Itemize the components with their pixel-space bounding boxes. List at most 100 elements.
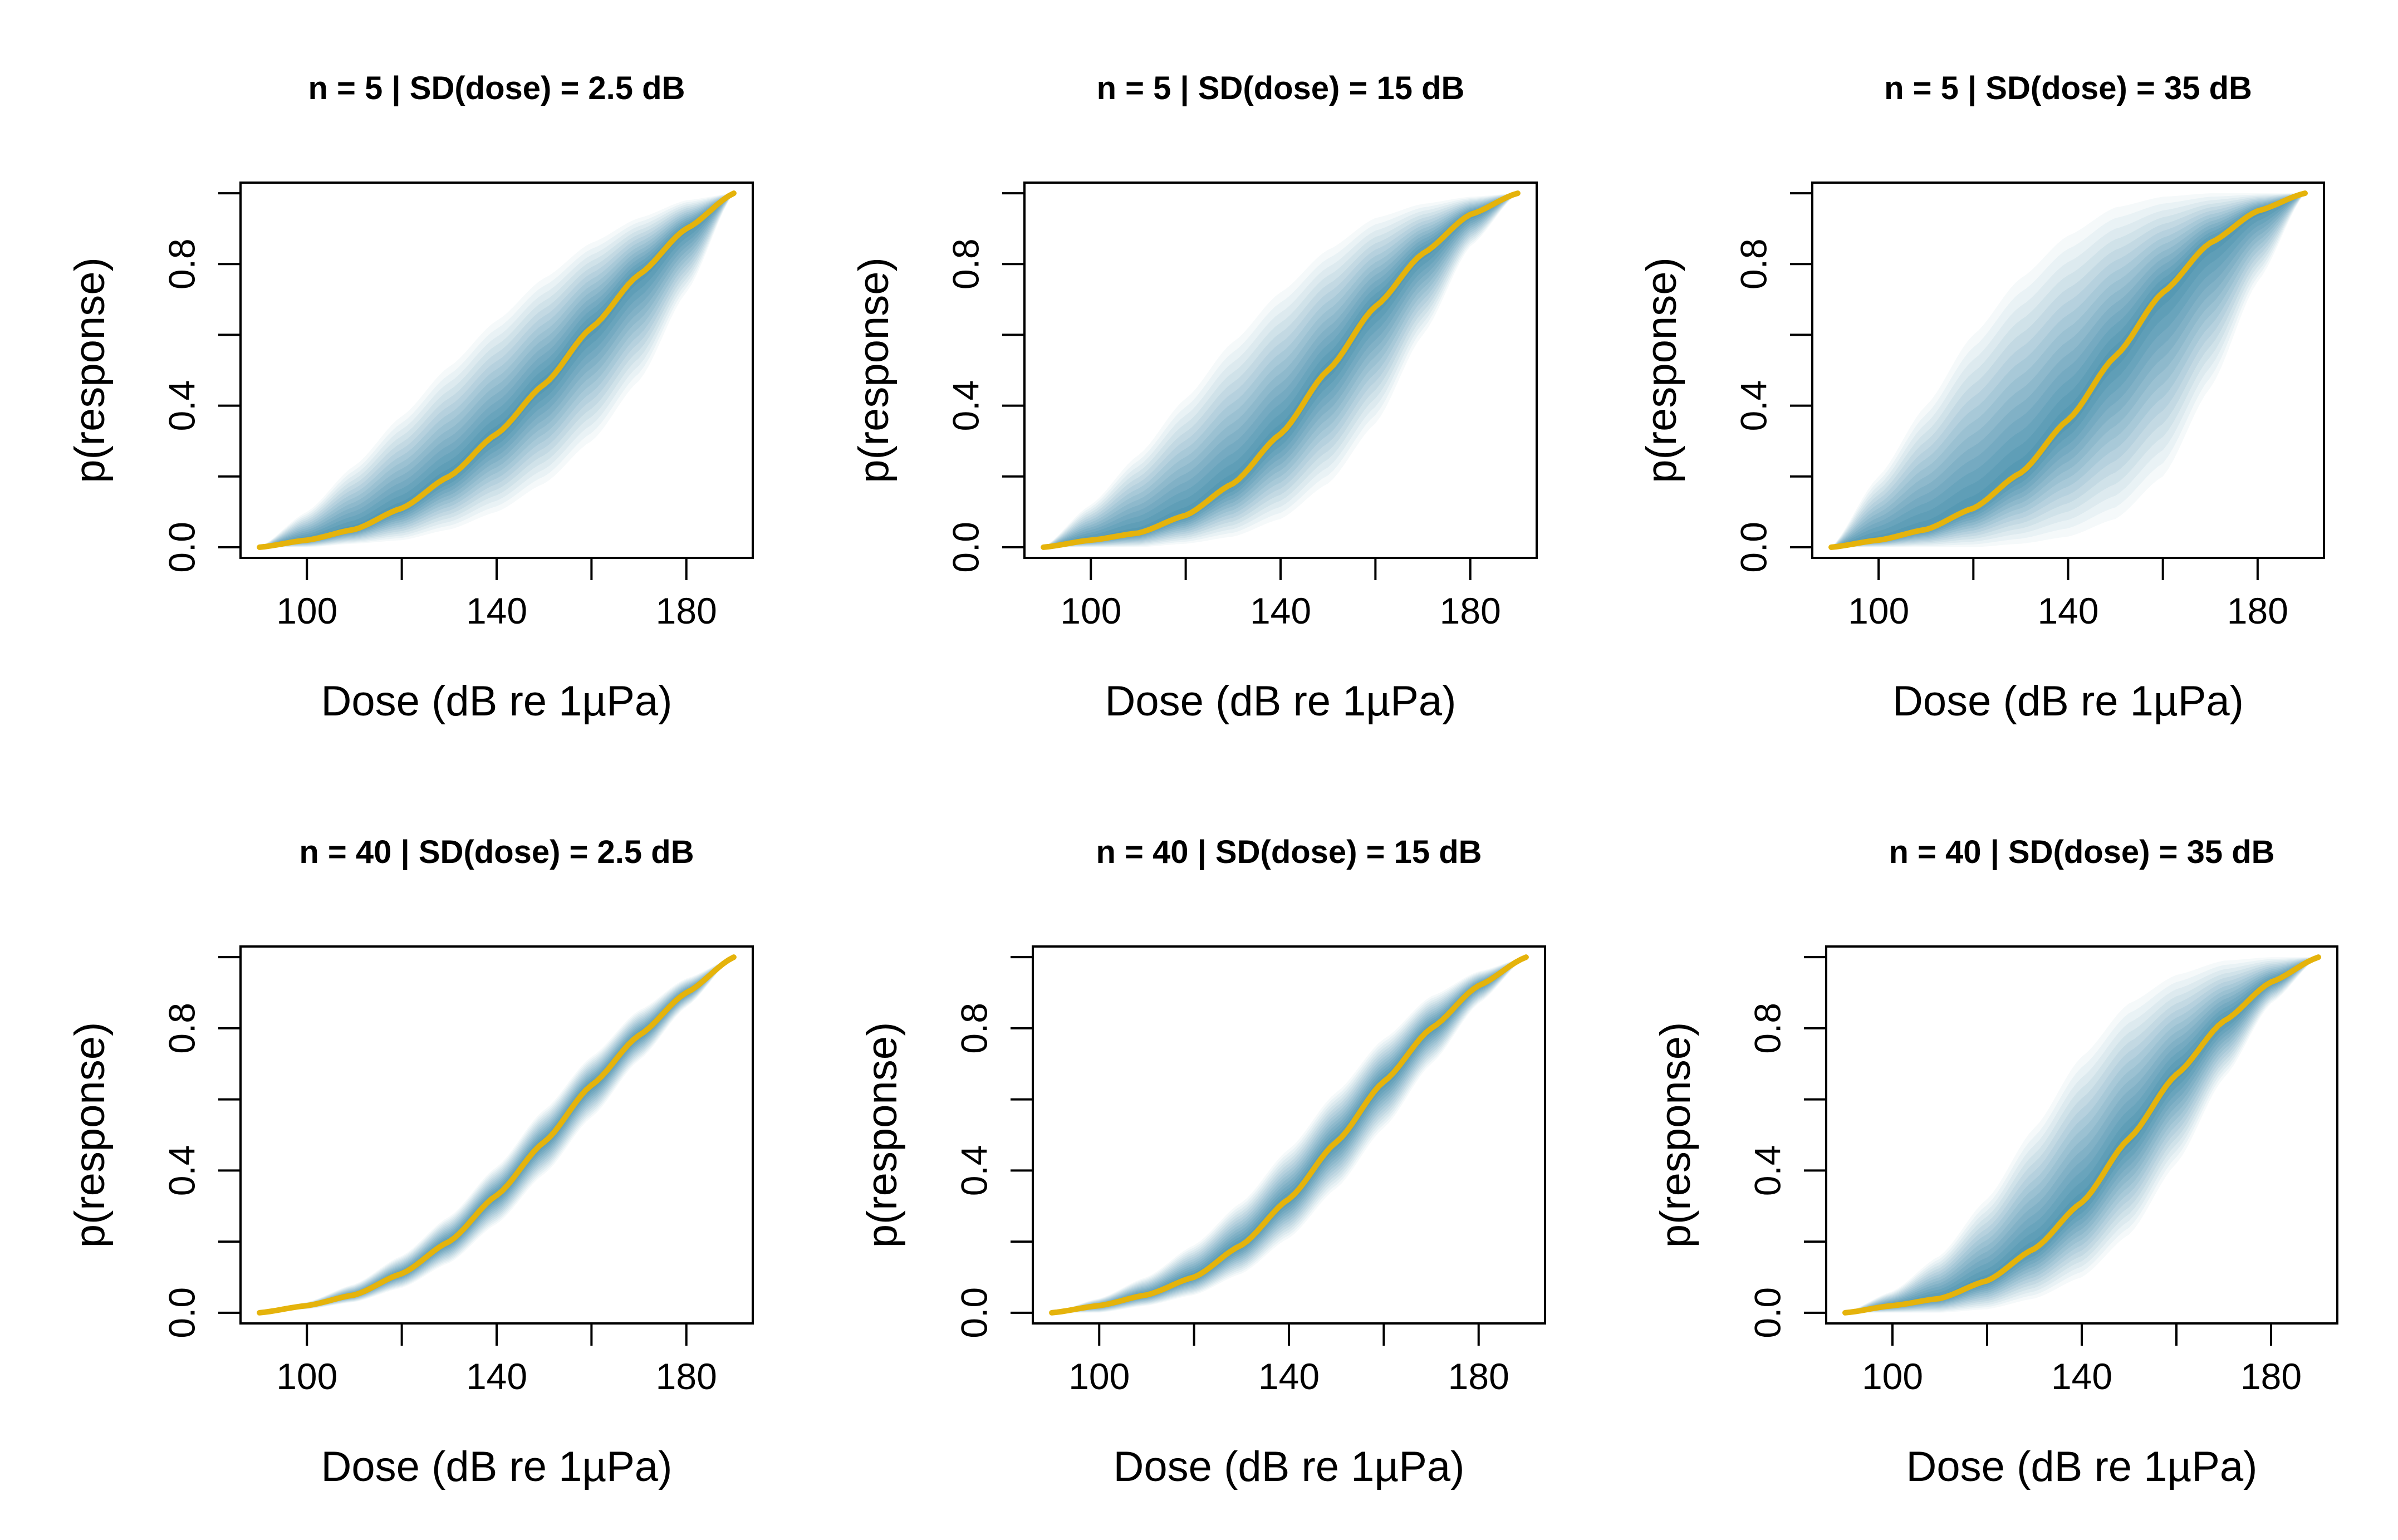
y-tick-label: 0.4 [1747, 1145, 1788, 1196]
band-layer [259, 957, 734, 1313]
y-tick-label: 0.0 [1733, 522, 1774, 573]
x-axis: 100 140 180 [1068, 1323, 1509, 1397]
x-tick-label: 180 [656, 1356, 717, 1397]
band-layer [259, 193, 734, 547]
x-tick-label: 100 [1862, 1356, 1923, 1397]
panel-title: n = 5 | SD(dose) = 35 dB [1884, 70, 2252, 106]
x-tick-label: 180 [2240, 1356, 2302, 1397]
band-layer [1052, 957, 1526, 1313]
panel-5: 100 140 180 0.0 0.4 0.8 n = 40 | SD(dose) = 15… [859, 834, 1546, 1490]
y-tick-label: 0.4 [945, 380, 986, 431]
x-axis: 100 140 180 [1862, 1323, 2302, 1397]
band-layer [1052, 957, 1526, 1313]
median-curve [257, 954, 737, 1316]
band-layer [1831, 193, 2305, 547]
y-axis-label: p(response) [1638, 257, 1685, 483]
band-layer [1831, 193, 2305, 547]
band-layer [1831, 193, 2305, 547]
band-layer [1831, 193, 2305, 547]
x-tick-label: 140 [1258, 1356, 1320, 1397]
band-layer [1831, 193, 2305, 547]
band-layer [259, 193, 734, 547]
band-layer [1831, 193, 2305, 547]
band-layer [259, 957, 734, 1313]
band-layer [1831, 193, 2305, 547]
band-layer [1052, 957, 1526, 1313]
y-tick-label: 0.0 [953, 1287, 994, 1338]
y-tick-label: 0.4 [1733, 380, 1774, 431]
panel-2: 100 140 180 0.0 0.4 0.8 n = 5 | SD(dose) = 15 … [850, 70, 1538, 725]
y-tick-label: 0.0 [945, 522, 986, 573]
band-layer [259, 193, 734, 547]
x-axis: 100 140 180 [1848, 558, 2288, 631]
uncertainty-band [1831, 193, 2305, 547]
y-tick-label: 0.8 [953, 1003, 994, 1054]
x-axis-label: Dose (dB re 1µPa) [321, 1443, 673, 1490]
panel-1: 100 140 180 0.0 0.4 0.8 n = 5 | SD(dose) = 2.5… [66, 70, 754, 725]
y-axis: 0.0 0.4 0.8 [161, 192, 241, 573]
y-axis: 0.0 0.4 0.8 [1747, 956, 1826, 1338]
band-layer [1831, 193, 2305, 547]
y-axis-label: p(response) [66, 1022, 114, 1248]
median-curve [257, 190, 737, 550]
x-axis-label: Dose (dB re 1µPa) [1105, 678, 1457, 725]
band-layer [1052, 957, 1526, 1313]
y-tick-label: 0.4 [161, 380, 202, 431]
x-tick-label: 100 [276, 590, 337, 631]
x-tick-label: 140 [1250, 590, 1311, 631]
y-axis: 0.0 0.4 0.8 [161, 956, 241, 1338]
panel-6: 100 140 180 0.0 0.4 0.8 n = 40 | SD(dose) = 35… [1652, 834, 2338, 1490]
y-tick-label: 0.8 [945, 238, 986, 290]
y-tick-label: 0.0 [161, 522, 202, 573]
band-layer [1831, 193, 2305, 547]
y-axis-label: p(response) [859, 1022, 906, 1248]
x-tick-label: 100 [1848, 590, 1909, 631]
y-axis-label: p(response) [1652, 1022, 1699, 1248]
x-tick-label: 100 [1068, 1356, 1130, 1397]
median-curve [1828, 190, 2308, 550]
y-axis-label: p(response) [66, 257, 114, 483]
y-tick-label: 0.4 [953, 1145, 994, 1196]
panel-title: n = 40 | SD(dose) = 35 dB [1889, 834, 2274, 870]
band-layer [259, 193, 734, 547]
band-layer [1052, 957, 1526, 1313]
median-curve [1041, 190, 1521, 550]
y-tick-label: 0.8 [161, 1003, 202, 1054]
band-layer [1831, 193, 2305, 547]
x-tick-label: 140 [466, 1356, 527, 1397]
panel-title: n = 5 | SD(dose) = 2.5 dB [308, 70, 685, 106]
y-tick-label: 0.8 [161, 238, 202, 290]
panel-title: n = 5 | SD(dose) = 15 dB [1097, 70, 1465, 106]
y-tick-label: 0.8 [1733, 238, 1774, 290]
y-axis-label: p(response) [850, 257, 898, 483]
band-layer [259, 193, 734, 547]
band-layer [259, 957, 734, 1313]
y-tick-label: 0.4 [161, 1145, 202, 1196]
x-tick-label: 180 [1448, 1356, 1509, 1397]
y-tick-label: 0.0 [161, 1287, 202, 1338]
y-tick-label: 0.8 [1747, 1003, 1788, 1054]
x-tick-label: 180 [2227, 590, 2288, 631]
x-tick-label: 180 [1440, 590, 1501, 631]
band-layer [1831, 193, 2305, 547]
uncertainty-band [1845, 957, 2318, 1313]
band-layer [259, 193, 734, 547]
band-layer [1831, 193, 2305, 547]
x-axis-label: Dose (dB re 1µPa) [1114, 1443, 1465, 1490]
y-axis: 0.0 0.4 0.8 [1733, 192, 1812, 573]
uncertainty-band [1043, 193, 1518, 547]
band-layer [259, 957, 734, 1313]
median-curve [1842, 954, 2321, 1316]
y-axis: 0.0 0.4 0.8 [953, 956, 1033, 1338]
band-layer [259, 957, 734, 1313]
x-axis: 100 140 180 [1060, 558, 1501, 631]
x-axis-label: Dose (dB re 1µPa) [1906, 1443, 2258, 1490]
band-layer [1831, 193, 2305, 547]
band-layer [1052, 957, 1526, 1313]
uncertainty-band [259, 193, 734, 547]
x-axis: 100 140 180 [276, 1323, 717, 1397]
band-layer [1052, 957, 1526, 1313]
y-axis: 0.0 0.4 0.8 [945, 192, 1024, 573]
band-layer [259, 193, 734, 547]
